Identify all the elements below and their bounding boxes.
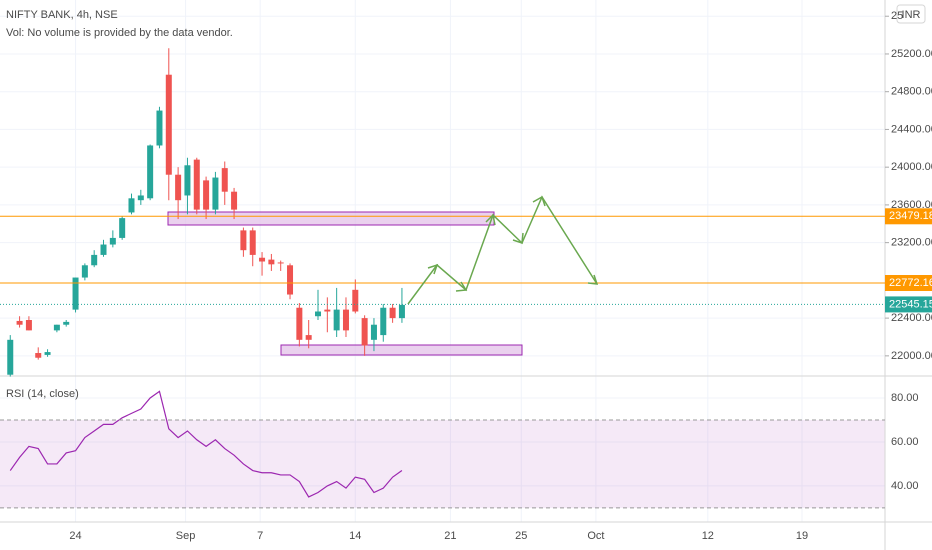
candle-body	[63, 321, 70, 325]
candle-body	[175, 174, 182, 201]
candle-body	[119, 218, 126, 238]
price-label-bg	[885, 275, 932, 292]
chart-title: NIFTY BANK, 4h, NSE	[6, 9, 118, 21]
candle-body	[296, 307, 303, 340]
grid	[0, 0, 885, 522]
y-tick-label: 22000.00	[891, 350, 932, 362]
candle-body	[44, 352, 51, 355]
y-tick-label: 23200.00	[891, 237, 932, 249]
x-tick-label: 12	[702, 530, 714, 542]
x-tick-label: 21	[444, 530, 456, 542]
y-tick-label: 24800.00	[891, 86, 932, 98]
candle-body	[370, 324, 377, 340]
currency-badge[interactable]	[896, 4, 926, 24]
currency-label: INR	[902, 9, 921, 21]
rsi-title: RSI (14, close)	[6, 388, 79, 400]
candle-body	[7, 339, 14, 375]
candle-body	[156, 110, 163, 146]
price-label-bg	[885, 208, 932, 225]
rsi-line	[9, 390, 403, 498]
candle-body	[240, 230, 247, 251]
candle-body	[147, 145, 154, 199]
candle-body	[53, 324, 60, 331]
y-tick-label: 23600.00	[891, 199, 932, 211]
price-label: 23479.18	[889, 210, 932, 222]
y-tick-label: 60.00	[891, 436, 919, 448]
candle-body	[184, 165, 191, 196]
candle-body	[231, 191, 238, 210]
plot	[0, 48, 885, 498]
candle-body	[35, 353, 42, 358]
y-tick-label: 80.00	[891, 392, 919, 404]
x-tick-label: Sep	[176, 530, 196, 542]
zone-rectangle	[167, 211, 495, 226]
candle-body	[137, 195, 144, 201]
y-tick-label: 25	[891, 10, 903, 22]
candle-body	[324, 309, 331, 312]
candle-body	[389, 307, 396, 319]
x-tick-label: 19	[796, 530, 808, 542]
candle-body	[91, 254, 98, 266]
candle-body	[342, 309, 349, 331]
candle-body	[398, 304, 405, 319]
candle-body	[203, 180, 210, 210]
candle-body	[268, 259, 275, 265]
price-label: 22772.16	[889, 277, 932, 289]
candle-body	[361, 318, 368, 346]
candle-body	[81, 265, 88, 278]
x-tick-label: 7	[257, 530, 263, 542]
candle-body	[221, 168, 228, 192]
candle-body	[305, 335, 312, 340]
y-tick-label: 25200.00	[891, 48, 932, 60]
chart-subtitle: Vol: No volume is provided by the data v…	[6, 27, 233, 39]
candle-body	[352, 289, 359, 312]
y-tick-label: 24400.00	[891, 123, 932, 135]
candle-body	[25, 320, 32, 331]
candle-body	[259, 257, 266, 262]
candle-body	[16, 320, 23, 325]
zone-rectangle	[280, 344, 523, 356]
x-tick-label: 14	[349, 530, 361, 542]
x-tick-label: Oct	[587, 530, 604, 542]
candle-body	[212, 177, 219, 210]
price-label-bg	[885, 296, 932, 313]
price-label: 22545.15	[889, 298, 932, 310]
arrow-heads	[427, 195, 599, 292]
candle-body	[72, 277, 79, 310]
candle-body	[165, 74, 172, 175]
candle-body	[315, 311, 322, 317]
y-tick-label: 24000.00	[891, 161, 932, 173]
y-tick-label: 40.00	[891, 480, 919, 492]
y-tick-label: 22400.00	[891, 312, 932, 324]
candle-body	[380, 307, 387, 336]
candle-body	[100, 244, 107, 255]
candle-body	[333, 309, 340, 331]
x-tick-label: 25	[515, 530, 527, 542]
candle-body	[193, 159, 200, 210]
candle-body	[287, 265, 294, 295]
x-tick-label: 24	[69, 530, 81, 542]
rsi-band	[0, 419, 885, 508]
candle-body	[109, 237, 116, 245]
candle-body	[277, 262, 284, 264]
candle-body	[128, 198, 135, 213]
candle-body	[249, 230, 256, 255]
